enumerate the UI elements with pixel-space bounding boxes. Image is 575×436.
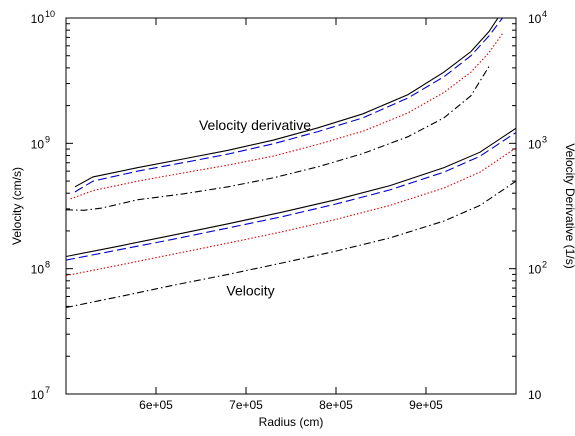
axis-ticks <box>66 18 516 395</box>
x-tick-label: 7e+05 <box>229 398 263 412</box>
series-line-velocity-dotted <box>66 147 516 277</box>
plot-frame <box>65 17 517 395</box>
right-y-tick-exp: 2 <box>542 260 547 270</box>
right-y-tick-exp: 3 <box>542 134 547 144</box>
x-tick-label: 8e+05 <box>319 398 353 412</box>
annotation-velocity-derivative: Velocity derivative <box>199 117 311 133</box>
left-y-tick-base: 10 <box>31 12 45 26</box>
right-y-tick-base: 10 <box>528 12 542 26</box>
left-y-tick-label: 10 7 <box>31 385 50 402</box>
left-y-tick-label: 10 10 <box>31 9 55 26</box>
left-y-tick-base: 10 <box>31 137 45 151</box>
right-y-tick-label: 10 2 <box>528 260 547 277</box>
left-y-tick-label: 10 8 <box>31 260 50 277</box>
right-y-tick-label: 10 4 <box>528 9 547 26</box>
right-y-tick-label: 10 3 <box>528 134 547 151</box>
series-line-velocity-dashdot <box>66 180 516 309</box>
x-tick-label: 9e+05 <box>409 398 443 412</box>
right-y-tick-label: 10 <box>528 388 542 402</box>
series-line-velocity-derivative-dotted <box>70 33 503 200</box>
series-line-velocity-solid <box>66 127 516 258</box>
left-y-tick-exp: 9 <box>45 134 50 144</box>
left-y-tick-exp: 10 <box>45 9 55 19</box>
series-line-velocity-derivative-dashed <box>74 18 503 193</box>
y-axis-label-left: Velocity (cm/s) <box>10 167 24 245</box>
right-y-tick-exp: 4 <box>542 9 547 19</box>
series-line-velocity-derivative-dashdot <box>66 66 490 211</box>
left-y-tick-base: 10 <box>31 388 45 402</box>
left-y-tick-label: 10 9 <box>31 134 50 151</box>
left-y-tick-exp: 7 <box>45 385 50 395</box>
x-axis-label: Radius (cm) <box>259 415 324 429</box>
series-line-velocity-dashed <box>66 132 516 261</box>
left-y-tick-base: 10 <box>31 263 45 277</box>
right-y-tick-base: 10 <box>528 137 542 151</box>
x-tick-label: 6e+05 <box>139 398 173 412</box>
series-group <box>66 18 516 309</box>
right-y-tick-base: 10 <box>528 263 542 277</box>
series-line-velocity-derivative-solid <box>74 18 499 188</box>
y-axis-label-right: Velocity Derivative (1/s) <box>563 143 575 268</box>
right-y-tick-base: 10 <box>528 388 542 402</box>
left-y-tick-exp: 8 <box>45 260 50 270</box>
annotation-velocity: Velocity <box>226 282 274 298</box>
